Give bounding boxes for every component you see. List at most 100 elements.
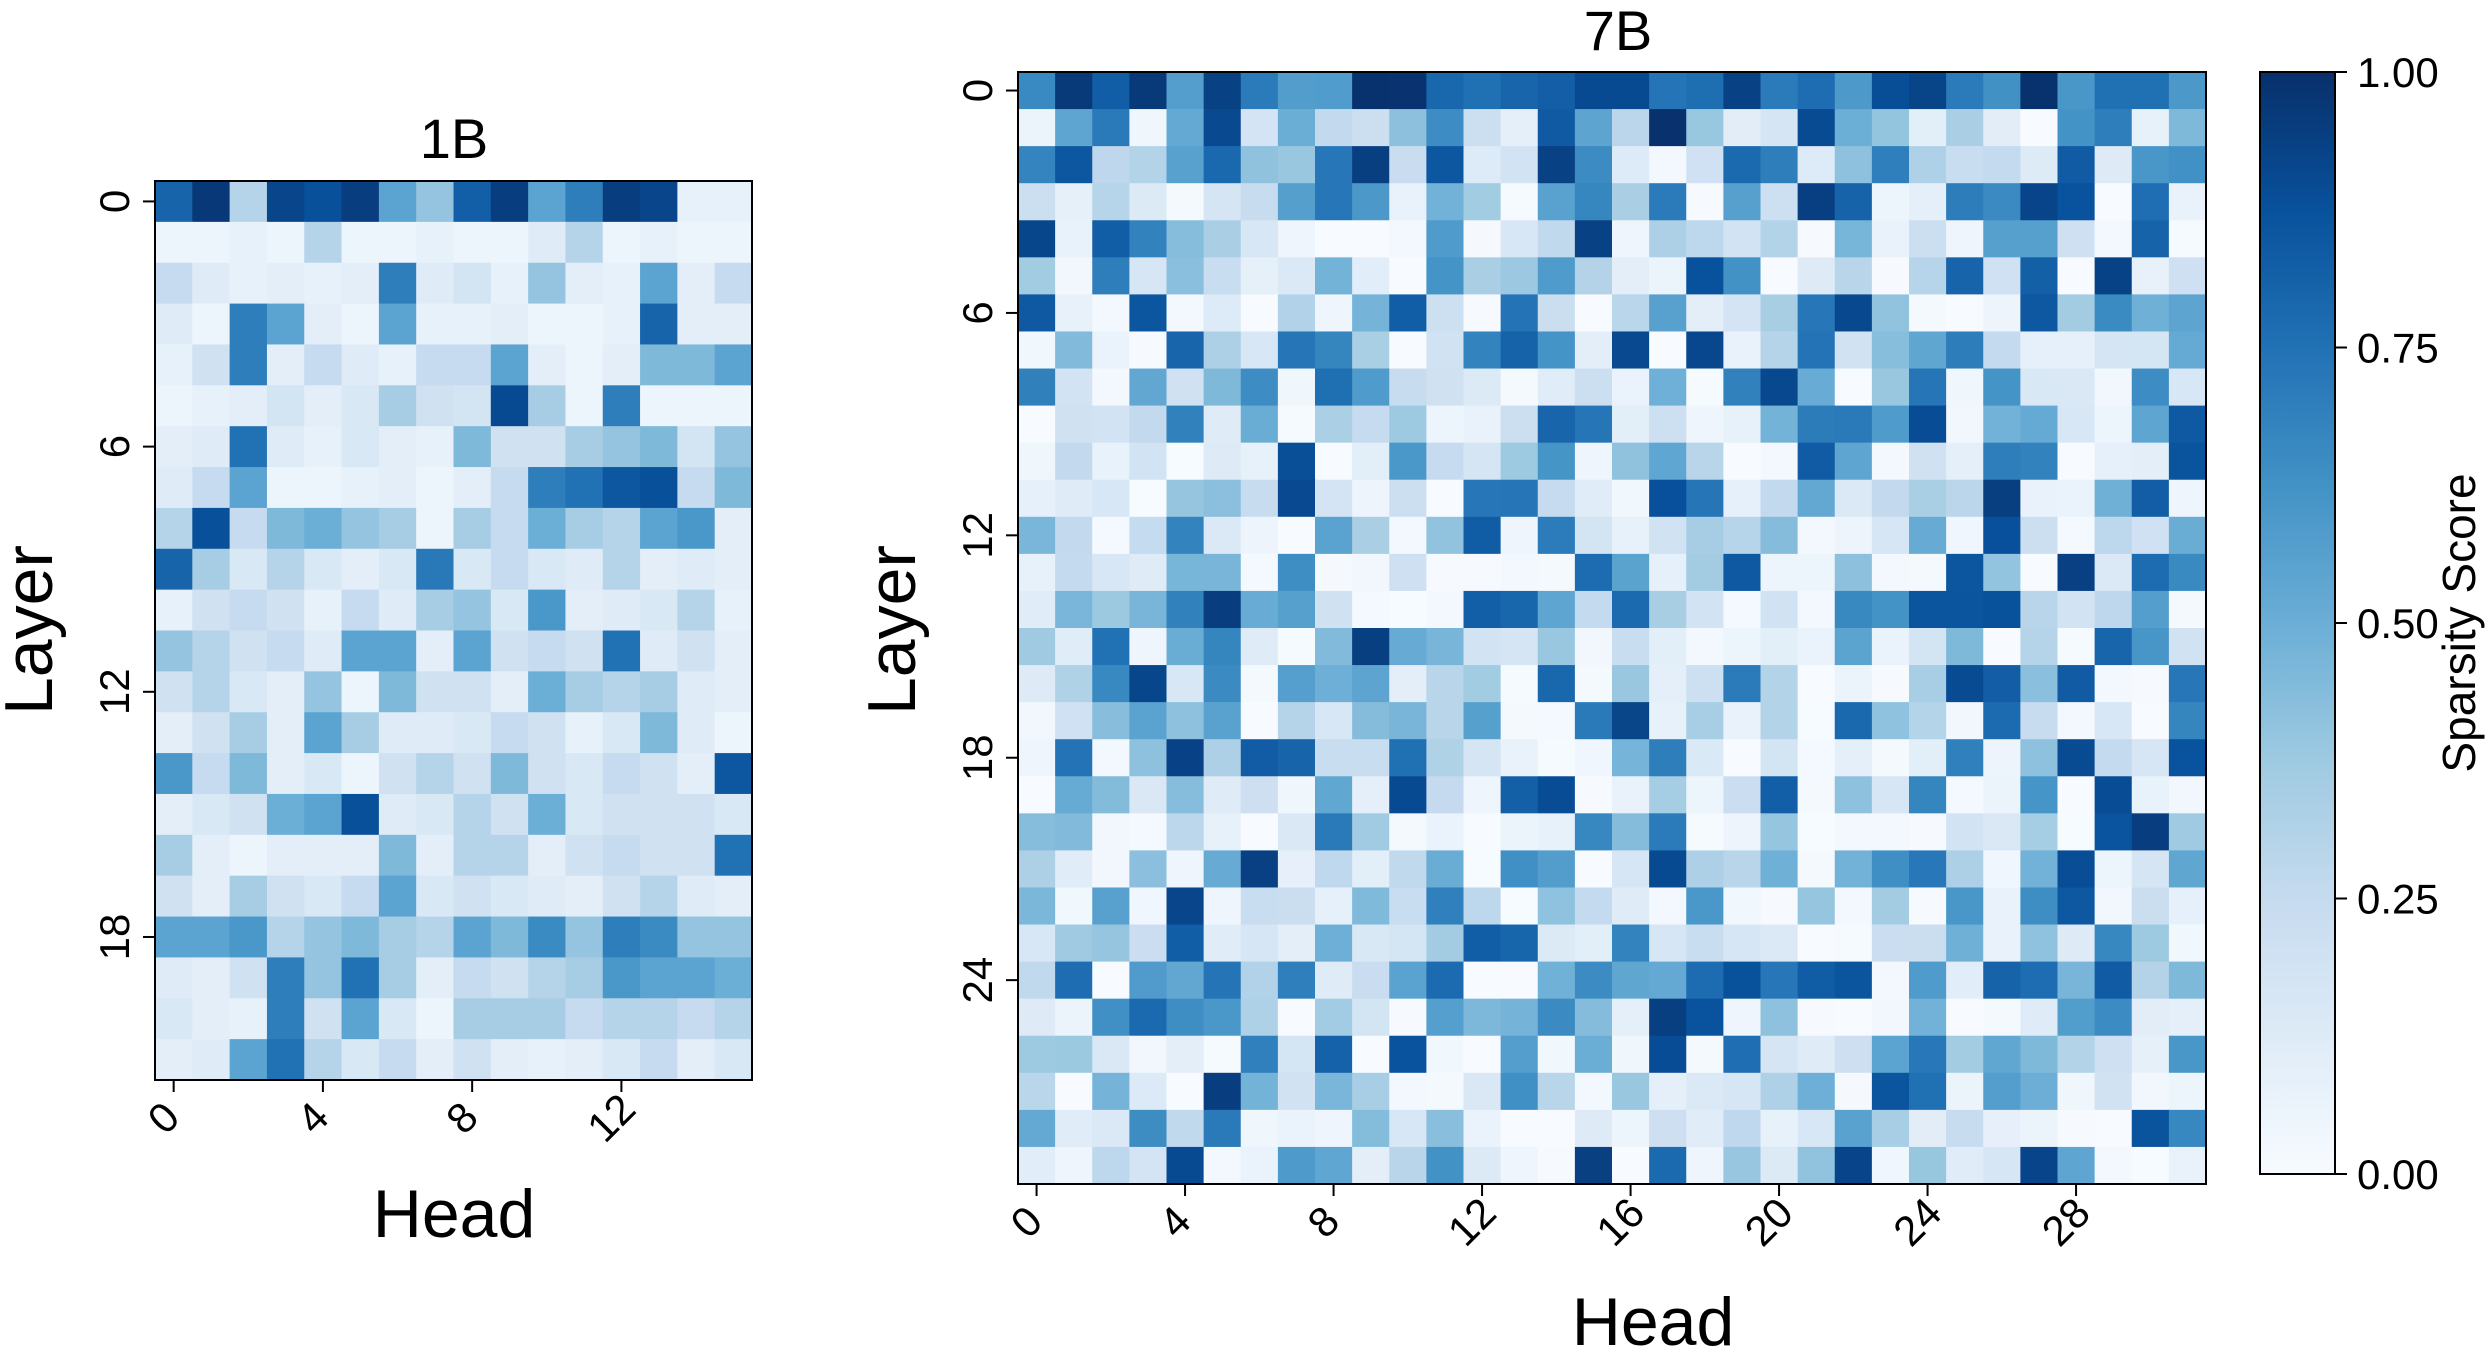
heatmap-cell <box>1277 961 1316 1000</box>
heatmap-cell <box>714 1039 753 1081</box>
heatmap-cell <box>1871 479 1910 518</box>
heatmap-cell <box>341 630 380 672</box>
heatmap-cell <box>677 998 716 1040</box>
heatmap-cell <box>1315 924 1353 963</box>
heatmap-cell <box>1055 1146 1093 1185</box>
heatmap-cell <box>1240 739 1279 777</box>
colorbar: 0.00 0.25 0.50 0.75 1.00 Sparsity Score <box>2259 49 2485 1198</box>
heatmap-cell <box>2020 220 2059 258</box>
heatmap-cell <box>2057 553 2096 592</box>
heatmap-cell <box>1389 776 1427 814</box>
heatmap-cell <box>2131 331 2170 370</box>
heatmap-cell <box>1389 442 1427 481</box>
heatmap-cell <box>1203 1035 1242 1074</box>
heatmap-cell <box>2094 1109 2133 1148</box>
heatmap-cell <box>1315 442 1353 481</box>
heatmap-cell <box>1649 405 1687 444</box>
heatmap-cell <box>2057 887 2096 926</box>
heatmap-cell <box>2094 220 2133 258</box>
heatmap-cell <box>1871 628 1910 666</box>
heatmap-cell <box>490 753 529 795</box>
heatmap-cell <box>1574 405 1613 444</box>
heatmap-cell <box>1537 1146 1576 1185</box>
heatmap-cell <box>1797 220 1836 258</box>
heatmap-cell <box>1018 405 1056 444</box>
heatmap-cell <box>1166 628 1205 666</box>
colorbar-tick-label: 0.00 <box>2357 1151 2439 1198</box>
heatmap-cell <box>266 181 305 223</box>
x-tick-label: 8 <box>1298 1197 1348 1247</box>
heatmap-cell <box>528 998 567 1040</box>
heatmap-cell <box>1389 850 1427 889</box>
heatmap-cell <box>229 793 268 836</box>
heatmap-cell <box>1092 1109 1130 1148</box>
heatmap-cell <box>677 753 716 795</box>
heatmap-cell <box>192 303 231 346</box>
heatmap-cell <box>155 916 193 959</box>
heatmap-cell <box>266 793 305 836</box>
heatmap-cell <box>1315 998 1353 1037</box>
heatmap-cell <box>1834 220 1873 258</box>
heatmap-cell <box>341 262 380 305</box>
heatmap-cell <box>1277 220 1316 258</box>
heatmap-cell <box>192 344 231 386</box>
heatmap-cell <box>453 834 492 877</box>
x-tick-label: 16 <box>1587 1189 1653 1255</box>
heatmap-cell <box>1797 442 1836 481</box>
heatmap-cell <box>602 712 641 754</box>
y-ticks-7b: 0 6 12 18 24 <box>954 79 1018 1004</box>
heatmap-cell <box>528 426 567 468</box>
heatmap-cell <box>453 344 492 386</box>
heatmap-cell <box>1760 405 1799 444</box>
y-tick-label: 24 <box>954 957 1001 1004</box>
heatmap-cell <box>341 671 380 713</box>
heatmap-cell <box>2020 628 2059 666</box>
heatmap-cell <box>266 1039 305 1081</box>
heatmap-cell <box>1909 628 1947 666</box>
heatmap-cell <box>2094 702 2133 740</box>
heatmap-cell <box>1240 628 1279 666</box>
heatmap-cell <box>1686 739 1724 777</box>
heatmap-cell <box>1537 628 1576 666</box>
heatmap-cell <box>1315 702 1353 740</box>
heatmap-cell <box>1055 294 1093 333</box>
heatmap-cell <box>2094 368 2133 407</box>
heatmap-cell <box>1983 961 2021 1000</box>
heatmap-cell <box>1760 220 1799 258</box>
heatmap-cell <box>1277 294 1316 333</box>
heatmap-cell <box>1315 257 1353 295</box>
heatmap-cell <box>1055 665 1093 703</box>
heatmap-cell <box>677 875 716 918</box>
heatmap-cell <box>378 712 417 754</box>
heatmap-cell <box>1129 368 1168 407</box>
heatmap-cell <box>528 957 567 999</box>
heatmap-cell <box>677 262 716 305</box>
heatmap-cell <box>1426 516 1465 555</box>
heatmap-cell <box>1686 442 1724 481</box>
heatmap-cell <box>378 875 417 918</box>
heatmap-cell <box>1946 220 1984 258</box>
heatmap-cell <box>266 385 305 427</box>
heatmap-cell <box>640 1039 678 1081</box>
heatmap-cell <box>2094 776 2133 814</box>
heatmap-cell <box>453 875 492 918</box>
heatmap-cell <box>1686 368 1724 407</box>
heatmap-cell <box>2020 183 2059 221</box>
heatmap-cell <box>490 916 529 959</box>
heatmap-cell <box>2131 776 2170 814</box>
x-tick-label: 4 <box>1150 1197 1200 1247</box>
heatmap-cell <box>602 671 641 713</box>
heatmap-cell <box>229 467 268 509</box>
heatmap-cell <box>1909 850 1947 889</box>
heatmap-cell <box>1760 961 1799 1000</box>
heatmap-7b: 7B 0 4 8 12 16 20 24 28 0 6 12 18 24 Head Layer <box>854 0 2207 1360</box>
heatmap-cell <box>1203 665 1242 703</box>
heatmap-cell <box>2057 924 2096 963</box>
heatmap-cell <box>1352 220 1390 258</box>
heatmap-cell <box>565 916 604 959</box>
heatmap-cell <box>1909 109 1947 147</box>
heatmap-cell <box>1574 813 1613 851</box>
heatmap-cell <box>1092 776 1130 814</box>
heatmap-cell <box>1426 479 1465 518</box>
heatmap-cell <box>2168 628 2207 666</box>
